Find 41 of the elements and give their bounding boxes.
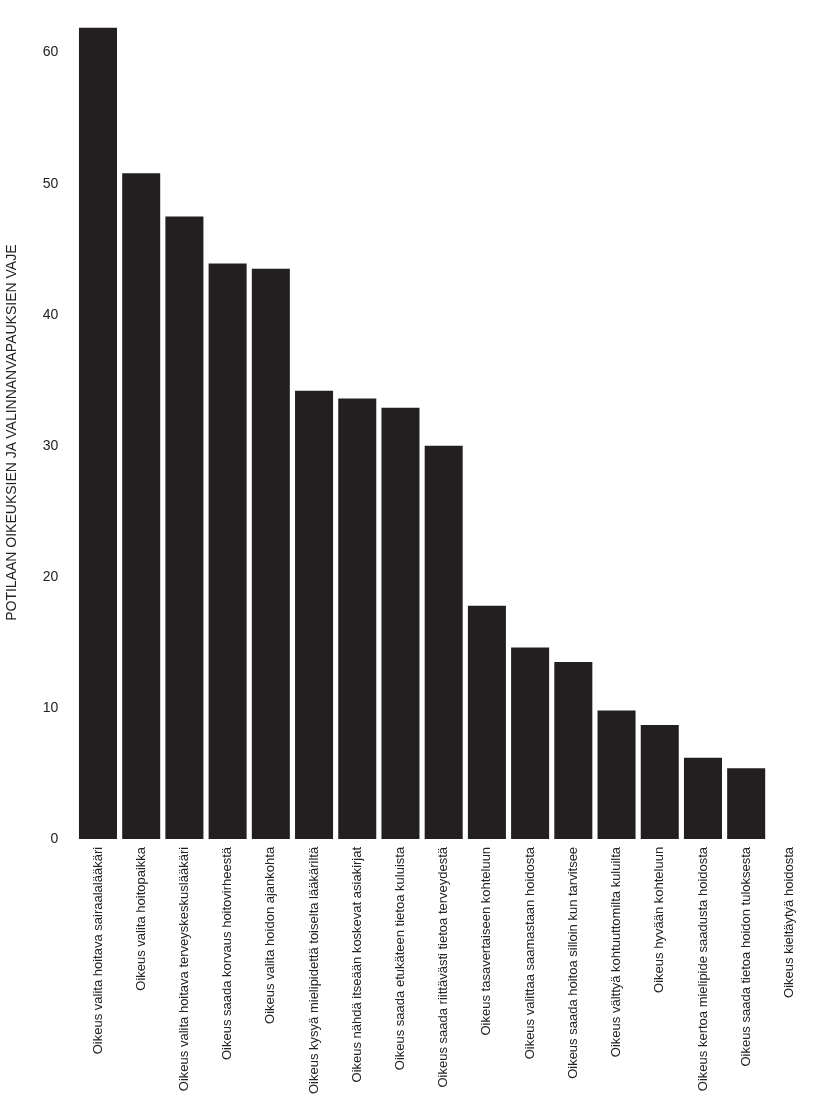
bar [554, 661, 593, 839]
x-tick-label: Oikeus kertoa mielipide saadusta hoidosta [694, 846, 710, 1092]
y-tick-label: 0 [50, 829, 59, 846]
bar [165, 216, 204, 839]
x-tick-label: Oikeus välttyä kohtuuttomilta kuluilta [608, 846, 624, 1058]
y-tick-label: 10 [42, 698, 59, 715]
x-tick-label: Oikeus nähdä itseään koskevat asiakirjat [348, 846, 364, 1083]
x-tick-label: Oikeus tasavertaiseen kohteluun [478, 846, 494, 1036]
y-tick-label: 50 [42, 174, 59, 191]
x-tick-label: Oikeus valita hoitava sairaalalääkäri [89, 846, 105, 1055]
bar [467, 605, 506, 839]
bar [251, 268, 290, 839]
x-tick-label: Oikeus valittaa saamastaan hoidosta [521, 846, 537, 1060]
bar [511, 647, 550, 839]
bar [208, 263, 247, 839]
bar [295, 390, 334, 839]
bar [727, 768, 766, 839]
bar [683, 757, 722, 839]
x-tick-label: Oikeus kieltäytyä hoidosta [780, 846, 796, 998]
x-tick-label: Oikeus valita hoidon ajankohta [262, 846, 278, 1024]
y-tick-label: 20 [42, 567, 59, 584]
bar [381, 407, 420, 839]
x-tick-label: Oikeus valita hoitopaikka [132, 846, 148, 991]
bar [338, 398, 377, 839]
x-tick-label: Oikeus valita hoitava terveyskeskuslääkäri [175, 846, 191, 1092]
bar [640, 724, 679, 839]
x-tick-label: Oikeus saada hoitoa silloin kun tarvitsee [564, 846, 580, 1079]
y-tick-label: 30 [42, 436, 59, 453]
bar [424, 445, 463, 839]
x-tick-label: Oikeus saada tietoa hoidon tuloksesta [737, 846, 753, 1067]
x-tick-label: Oikeus saada korvaus hoitovirheestä [219, 846, 235, 1061]
x-tick-label: Oikeus kysyä mielipidettä toiselta lääkäriltä [305, 846, 321, 1094]
y-tick-label: 40 [42, 305, 59, 322]
y-tick-label: 60 [42, 43, 59, 60]
x-tick-label: Oikeus saada etukäteen tietoa kuluista [392, 846, 408, 1071]
bar [597, 710, 636, 839]
x-tick-label: Oikeus hyvään kohteluun [651, 846, 667, 993]
x-tick-label: Oikeus saada riittävästi tietoa terveydestä [435, 846, 451, 1088]
y-axis-title: POTILAAN OIKEUKSIEN JA VALINNANVAPAUKSIEN VAJE [3, 244, 20, 621]
bar [78, 27, 117, 839]
bar [122, 173, 161, 839]
